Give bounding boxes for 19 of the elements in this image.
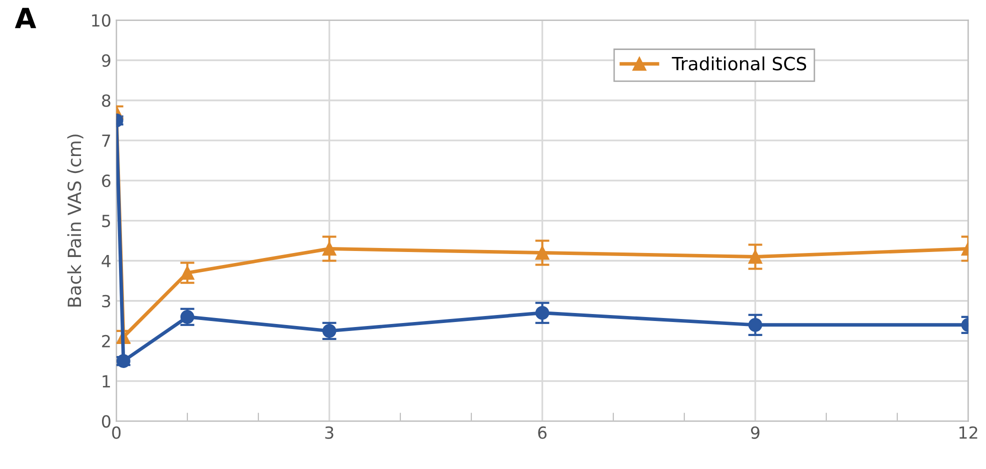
y-tick-label: 4 [102, 254, 111, 268]
y-tick-label: 5 [102, 214, 110, 228]
x-tick-label: 6 [538, 426, 547, 439]
text: A [14, 8, 36, 28]
y-tick-label: 3 [102, 294, 110, 308]
x-tick-label: 12 [959, 426, 978, 439]
y-tick-label: 10 [92, 14, 110, 27]
y-tick-label: 8 [102, 94, 110, 107]
x-tick-label: 0 [112, 426, 121, 439]
y-tick-label: 7 [102, 134, 110, 147]
y-tick-label: 0 [102, 415, 110, 428]
y-axis-title: Back Pain VAS (cm) [67, 134, 84, 307]
legend-label: Traditional SCS [672, 56, 806, 70]
x-tick-label: 3 [325, 426, 334, 439]
x-tick-label: 9 [751, 426, 760, 439]
y-tick-label: 9 [102, 54, 110, 67]
y-tick-label: 2 [102, 334, 110, 348]
y-tick-label: 6 [102, 174, 110, 188]
y-tick-label: 1 [102, 375, 110, 388]
